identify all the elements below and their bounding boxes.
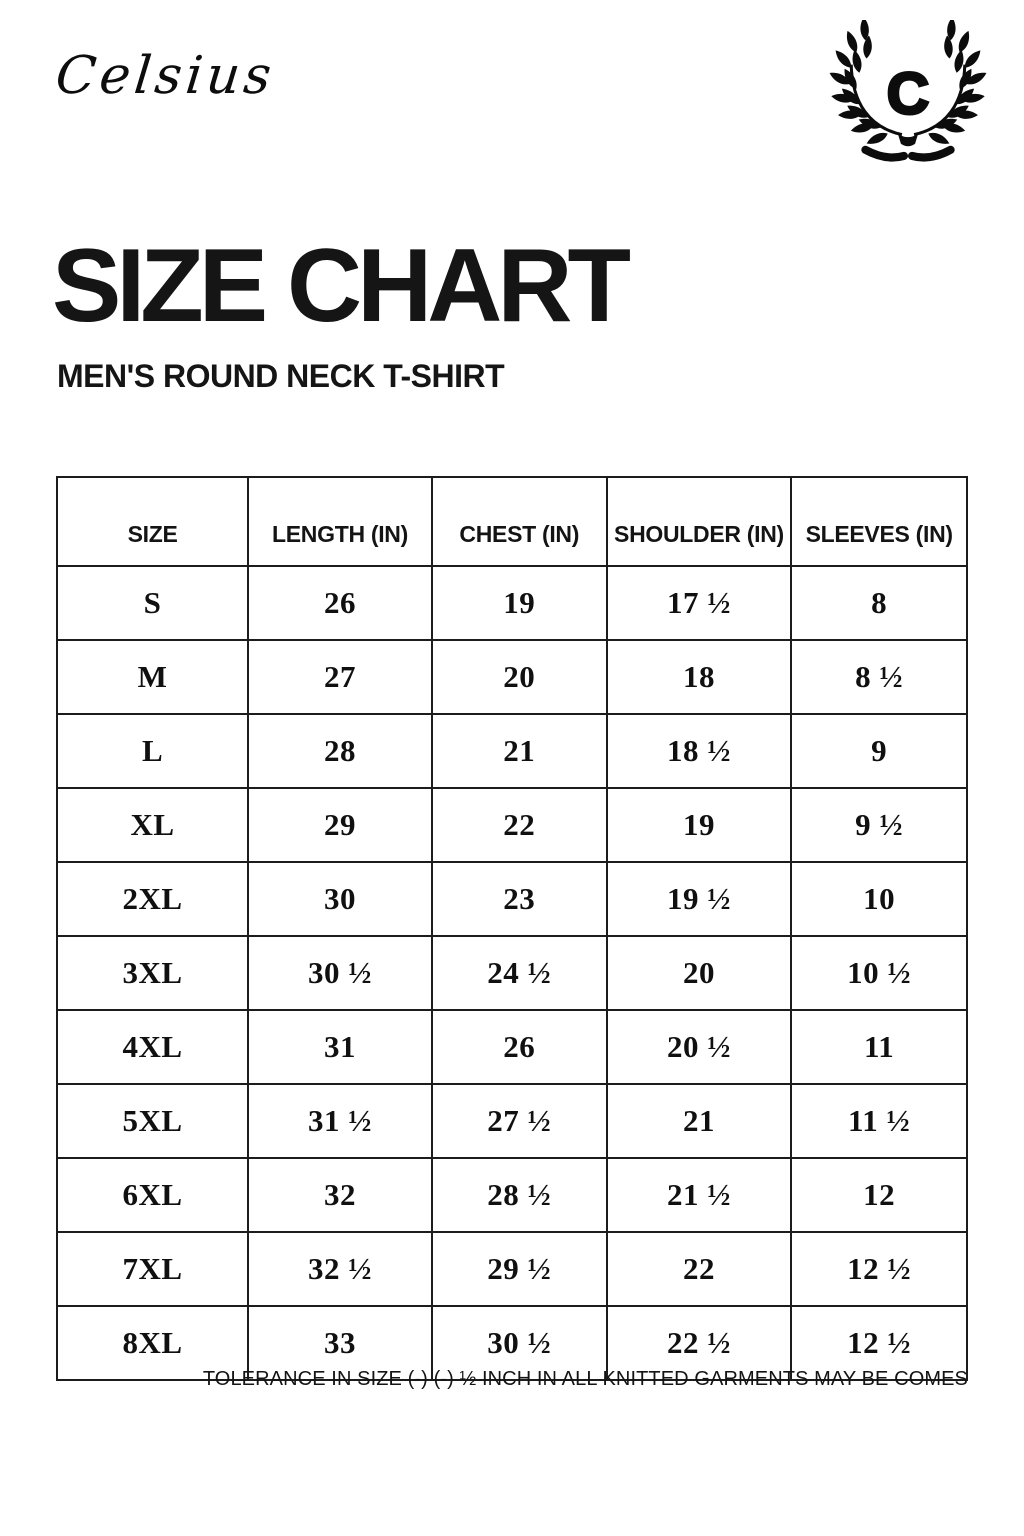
size-label-cell: L	[55, 713, 250, 789]
size-label-cell: 7XL	[55, 1231, 250, 1307]
measurement-cell: 18	[605, 639, 793, 715]
measurement-cell: 32 ½	[247, 1231, 433, 1307]
tolerance-footnote: TOLERANCE IN SIZE (-) (-) ½ INCH IN ALL …	[202, 1368, 968, 1390]
header-row: SIZE LENGTH (IN) CHEST (IN) SHOULDER (IN…	[55, 476, 968, 567]
measurement-cell: 21	[605, 1083, 793, 1159]
measurement-cell: 9	[790, 713, 968, 789]
measurement-cell: 21	[430, 713, 608, 789]
table-row: 2XL 30 23 19 ½ 10	[55, 861, 968, 937]
measurement-cell: 28 ½	[430, 1157, 608, 1233]
table-row: M 27 20 18 8 ½	[55, 639, 968, 715]
table-row: 4XL 31 26 20 ½ 11	[55, 1009, 968, 1085]
measurement-cell: 24 ½	[430, 935, 608, 1011]
measurement-cell: 26	[430, 1009, 608, 1085]
size-label-cell: 4XL	[55, 1009, 250, 1085]
table-row: 3XL 30 ½ 24 ½ 20 10 ½	[55, 935, 968, 1011]
size-label-cell: 6XL	[55, 1157, 250, 1233]
column-header-shoulder: SHOULDER (IN)	[605, 476, 793, 567]
measurement-cell: 22 ½	[605, 1305, 793, 1381]
measurement-cell: 18 ½	[605, 713, 793, 789]
measurement-cell: 22	[605, 1231, 793, 1307]
size-label-cell: M	[55, 639, 250, 715]
measurement-cell: 21 ½	[605, 1157, 793, 1233]
measurement-cell: 31	[247, 1009, 433, 1085]
measurement-cell: 31 ½	[247, 1083, 433, 1159]
measurement-cell: 20	[430, 639, 608, 715]
measurement-cell: 27	[247, 639, 433, 715]
table-row: 8XL 33 30 ½ 22 ½ 12 ½	[55, 1305, 968, 1381]
measurement-cell: 10	[790, 861, 968, 937]
measurement-cell: 9 ½	[790, 787, 968, 863]
laurel-wreath-icon	[827, 20, 989, 162]
measurement-cell: 29	[247, 787, 433, 863]
measurement-cell: 33	[247, 1305, 433, 1381]
measurement-cell: 26	[247, 565, 433, 641]
crest-letter: C	[887, 61, 929, 126]
table-row: XL 29 22 19 9 ½	[55, 787, 968, 863]
measurement-cell: 30 ½	[430, 1305, 608, 1381]
table-row: 7XL 32 ½ 29 ½ 22 12 ½	[55, 1231, 968, 1307]
measurement-cell: 27 ½	[430, 1083, 608, 1159]
measurement-cell: 28	[247, 713, 433, 789]
measurement-cell: 17 ½	[605, 565, 793, 641]
size-label-cell: 3XL	[55, 935, 250, 1011]
measurement-cell: 19	[430, 565, 608, 641]
page-title: SIZE CHART	[52, 228, 631, 344]
measurement-cell: 10 ½	[790, 935, 968, 1011]
measurement-cell: 12	[790, 1157, 968, 1233]
brand-wordmark: Celsius	[52, 46, 278, 106]
table-row: 6XL 32 28 ½ 21 ½ 12	[55, 1157, 968, 1233]
size-chart-table: SIZE LENGTH (IN) CHEST (IN) SHOULDER (IN…	[55, 476, 968, 1381]
column-header-length: LENGTH (IN)	[247, 476, 433, 567]
ribbon-knot	[897, 133, 919, 147]
measurement-cell: 30 ½	[247, 935, 433, 1011]
size-label-cell: XL	[55, 787, 250, 863]
measurement-cell: 19	[605, 787, 793, 863]
measurement-cell: 23	[430, 861, 608, 937]
size-table-header: SIZE LENGTH (IN) CHEST (IN) SHOULDER (IN…	[55, 476, 968, 567]
size-label-cell: 2XL	[55, 861, 250, 937]
size-label-cell: S	[55, 565, 250, 641]
column-header-size: SIZE	[55, 476, 250, 567]
measurement-cell: 30	[247, 861, 433, 937]
measurement-cell: 22	[430, 787, 608, 863]
measurement-cell: 19 ½	[605, 861, 793, 937]
table-row: 5XL 31 ½ 27 ½ 21 11 ½	[55, 1083, 968, 1159]
brand-crest-logo: C	[827, 20, 990, 162]
column-header-sleeves: SLEEVES (IN)	[790, 476, 968, 567]
measurement-cell: 8	[790, 565, 968, 641]
page-subtitle: MEN'S ROUND NECK T-SHIRT	[57, 358, 505, 394]
measurement-cell: 20 ½	[605, 1009, 793, 1085]
measurement-cell: 12 ½	[790, 1305, 968, 1381]
measurement-cell: 11 ½	[790, 1083, 968, 1159]
measurement-cell: 32	[247, 1157, 433, 1233]
measurement-cell: 20	[605, 935, 793, 1011]
measurement-cell: 11	[790, 1009, 968, 1085]
size-label-cell: 5XL	[55, 1083, 250, 1159]
size-label-cell: 8XL	[55, 1305, 250, 1381]
measurement-cell: 8 ½	[790, 639, 968, 715]
measurement-cell: 12 ½	[790, 1231, 968, 1307]
column-header-chest: CHEST (IN)	[430, 476, 608, 567]
size-table-body: S 26 19 17 ½ 8 M 27 20 18 8 ½ L 28 21 18 ½ 9 XL 29 22 19 9 …	[55, 565, 968, 1381]
measurement-cell: 29 ½	[430, 1231, 608, 1307]
